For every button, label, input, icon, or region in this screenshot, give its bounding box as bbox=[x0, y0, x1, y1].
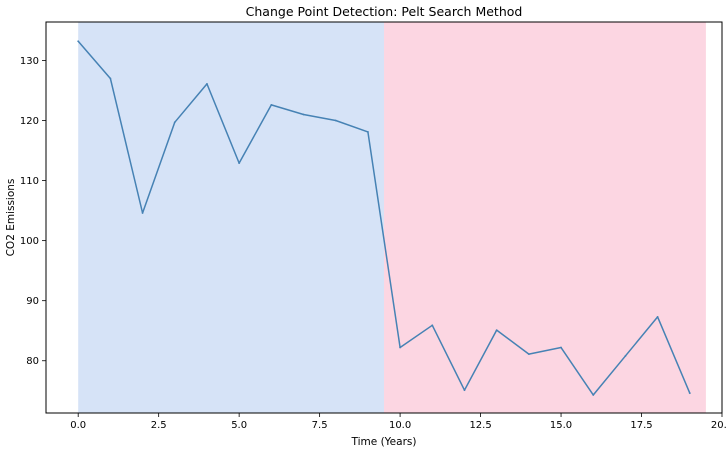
x-tick-label: 5.0 bbox=[231, 420, 247, 431]
data-point bbox=[109, 77, 112, 80]
plot-area-frame bbox=[45, 21, 723, 414]
data-point bbox=[399, 346, 401, 349]
chart-title: Change Point Detection: Pelt Search Meth… bbox=[246, 4, 523, 19]
data-point bbox=[656, 316, 659, 318]
data-point bbox=[302, 113, 305, 116]
segment-region-1 bbox=[78, 22, 384, 413]
change-point-regions bbox=[78, 22, 706, 413]
y-tick-label: 100 bbox=[20, 236, 39, 247]
data-point bbox=[463, 389, 466, 392]
data-point bbox=[334, 119, 337, 122]
data-point bbox=[173, 121, 176, 124]
x-tick-label: 12.5 bbox=[469, 420, 491, 431]
y-tick-label: 130 bbox=[20, 56, 39, 67]
x-axis-ticks: 0.0 2.5 5.0 7.5 10.0 12.5 15.0 17.5 20.0 bbox=[70, 413, 726, 431]
data-point bbox=[367, 131, 369, 133]
data-point bbox=[431, 324, 434, 327]
data-point bbox=[270, 103, 273, 106]
x-tick-label: 0.0 bbox=[70, 420, 86, 431]
x-tick-label: 15.0 bbox=[550, 420, 572, 431]
data-point bbox=[238, 162, 241, 165]
y-tick-label: 110 bbox=[20, 176, 39, 187]
segment-region-2 bbox=[384, 22, 706, 413]
series-line bbox=[77, 40, 691, 396]
series-layer bbox=[77, 40, 691, 396]
data-point bbox=[560, 346, 562, 349]
data-point bbox=[592, 394, 595, 396]
x-tick-label: 20.0 bbox=[711, 420, 726, 431]
data-point bbox=[688, 392, 691, 395]
data-point bbox=[495, 329, 498, 332]
data-point bbox=[624, 355, 627, 357]
x-axis-label: Time (Years) bbox=[351, 436, 417, 448]
x-tick-label: 2.5 bbox=[151, 420, 167, 431]
data-point bbox=[206, 82, 208, 85]
data-point bbox=[141, 212, 144, 214]
x-tick-label: 10.0 bbox=[389, 420, 411, 431]
y-tick-label: 120 bbox=[20, 116, 39, 127]
y-tick-label: 90 bbox=[26, 296, 39, 307]
data-point bbox=[527, 353, 530, 356]
y-axis-ticks: 80 90 100 110 120 130 bbox=[20, 56, 46, 367]
x-tick-label: 17.5 bbox=[630, 420, 652, 431]
y-tick-label: 80 bbox=[26, 356, 39, 367]
y-axis-label: CO2 Emissions bbox=[5, 179, 17, 257]
data-point bbox=[77, 40, 80, 43]
x-tick-label: 7.5 bbox=[312, 420, 328, 431]
